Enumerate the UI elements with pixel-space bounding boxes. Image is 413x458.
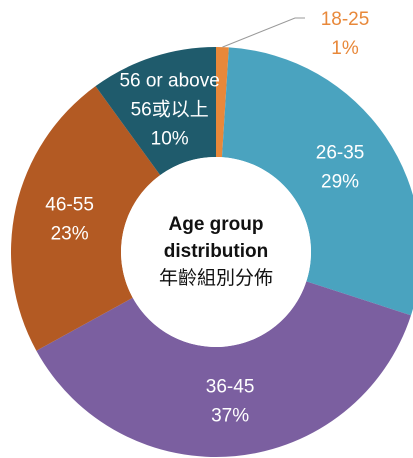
donut-hole <box>121 157 311 347</box>
donut-slice <box>36 281 411 457</box>
donut-slice <box>11 86 161 351</box>
slice-label: 36-45 <box>206 376 255 397</box>
donut-slice <box>95 47 216 176</box>
slice-label: 29% <box>321 172 359 193</box>
leader-line <box>222 17 305 48</box>
slice-label: 56 or above <box>119 70 219 91</box>
slice-label: 46-55 <box>45 194 94 215</box>
slice-label: 37% <box>211 405 249 426</box>
chart-title: 年齡組別分佈 <box>159 267 273 289</box>
slice-label: 56或以上 <box>131 98 209 120</box>
slice-label: 10% <box>151 128 189 149</box>
donut-slice <box>221 47 413 316</box>
chart-title: distribution <box>164 241 268 262</box>
slice-label: 18-25 <box>321 9 370 30</box>
donut-slice <box>216 47 229 158</box>
slice-label: 26-35 <box>316 143 365 164</box>
chart-title: Age group <box>169 214 264 235</box>
slice-label: 1% <box>331 38 359 59</box>
slice-label: 23% <box>51 223 89 244</box>
